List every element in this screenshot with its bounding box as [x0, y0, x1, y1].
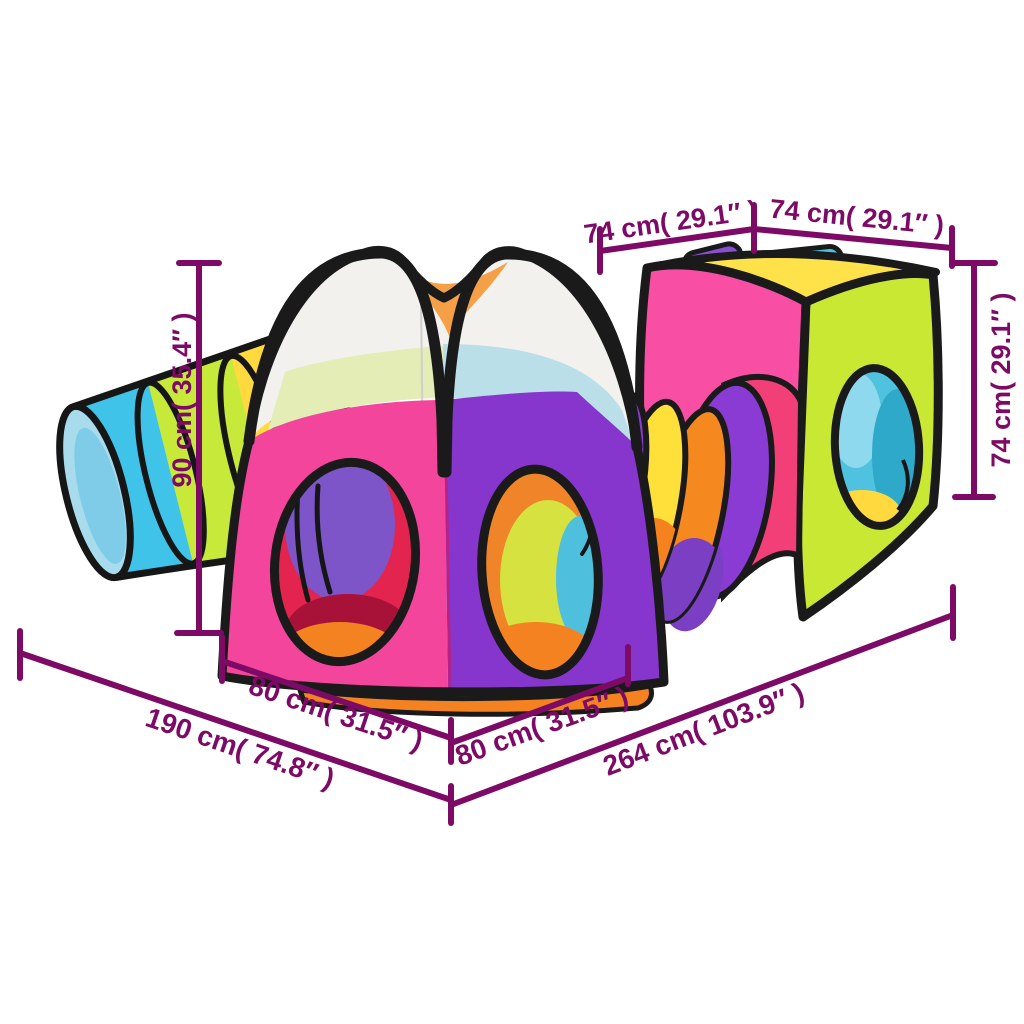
purple-hole-rim	[477, 464, 603, 680]
left-tunnel-end-opening	[74, 427, 126, 564]
line-cube-top-width	[751, 226, 955, 251]
label-pyramid-height: 90 cm( 35.4″ )	[167, 312, 197, 487]
line-tunnel-span	[17, 650, 454, 803]
label-cube-height: 74 cm( 29.1″ )	[986, 292, 1016, 467]
pyramid-interior-green-wall	[268, 346, 443, 430]
pink-hole-rim	[269, 457, 421, 667]
line-pyramid-width	[448, 675, 631, 746]
line-total-length	[448, 612, 956, 808]
line-cube-top-depth	[597, 226, 757, 254]
pyramid-tent	[217, 245, 669, 717]
pyramid-floor-strip	[296, 683, 654, 717]
cube-hole-rim	[830, 364, 924, 530]
pyramid-silhouette-outline	[217, 245, 669, 697]
line-pyramid-depth	[219, 658, 454, 741]
dimension-lines	[17, 202, 998, 826]
